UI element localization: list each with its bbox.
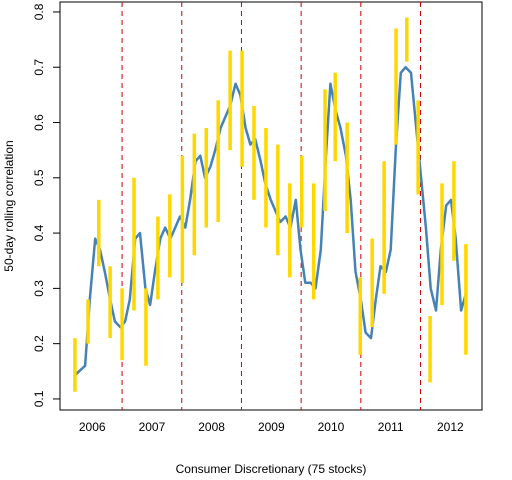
x-tick-label: 2007 [139,420,166,434]
y-tick-label: 0.6 [32,114,46,131]
x-tick-label: 2012 [437,420,464,434]
y-tick-label: 0.3 [32,280,46,297]
x-tick-label: 2008 [198,420,225,434]
x-tick-label: 2006 [79,420,106,434]
x-tick-label: 2011 [378,420,404,434]
correlation-line [74,65,468,377]
y-tick-label: 0.7 [32,59,46,76]
plot-frame [59,1,483,411]
y-tick-label: 0.4 [32,224,46,241]
x-tick-label: 2009 [258,420,285,434]
y-tick-label: 0.8 [32,3,46,20]
x-axis-title: Consumer Discretionary (75 stocks) [176,462,367,476]
y-tick-label: 0.2 [32,335,46,352]
y-axis-title: 50-day rolling correlation [2,140,16,271]
x-tick-label: 2010 [318,420,345,434]
y-tick-label: 0.1 [32,390,46,407]
y-tick-label: 0.5 [32,169,46,186]
